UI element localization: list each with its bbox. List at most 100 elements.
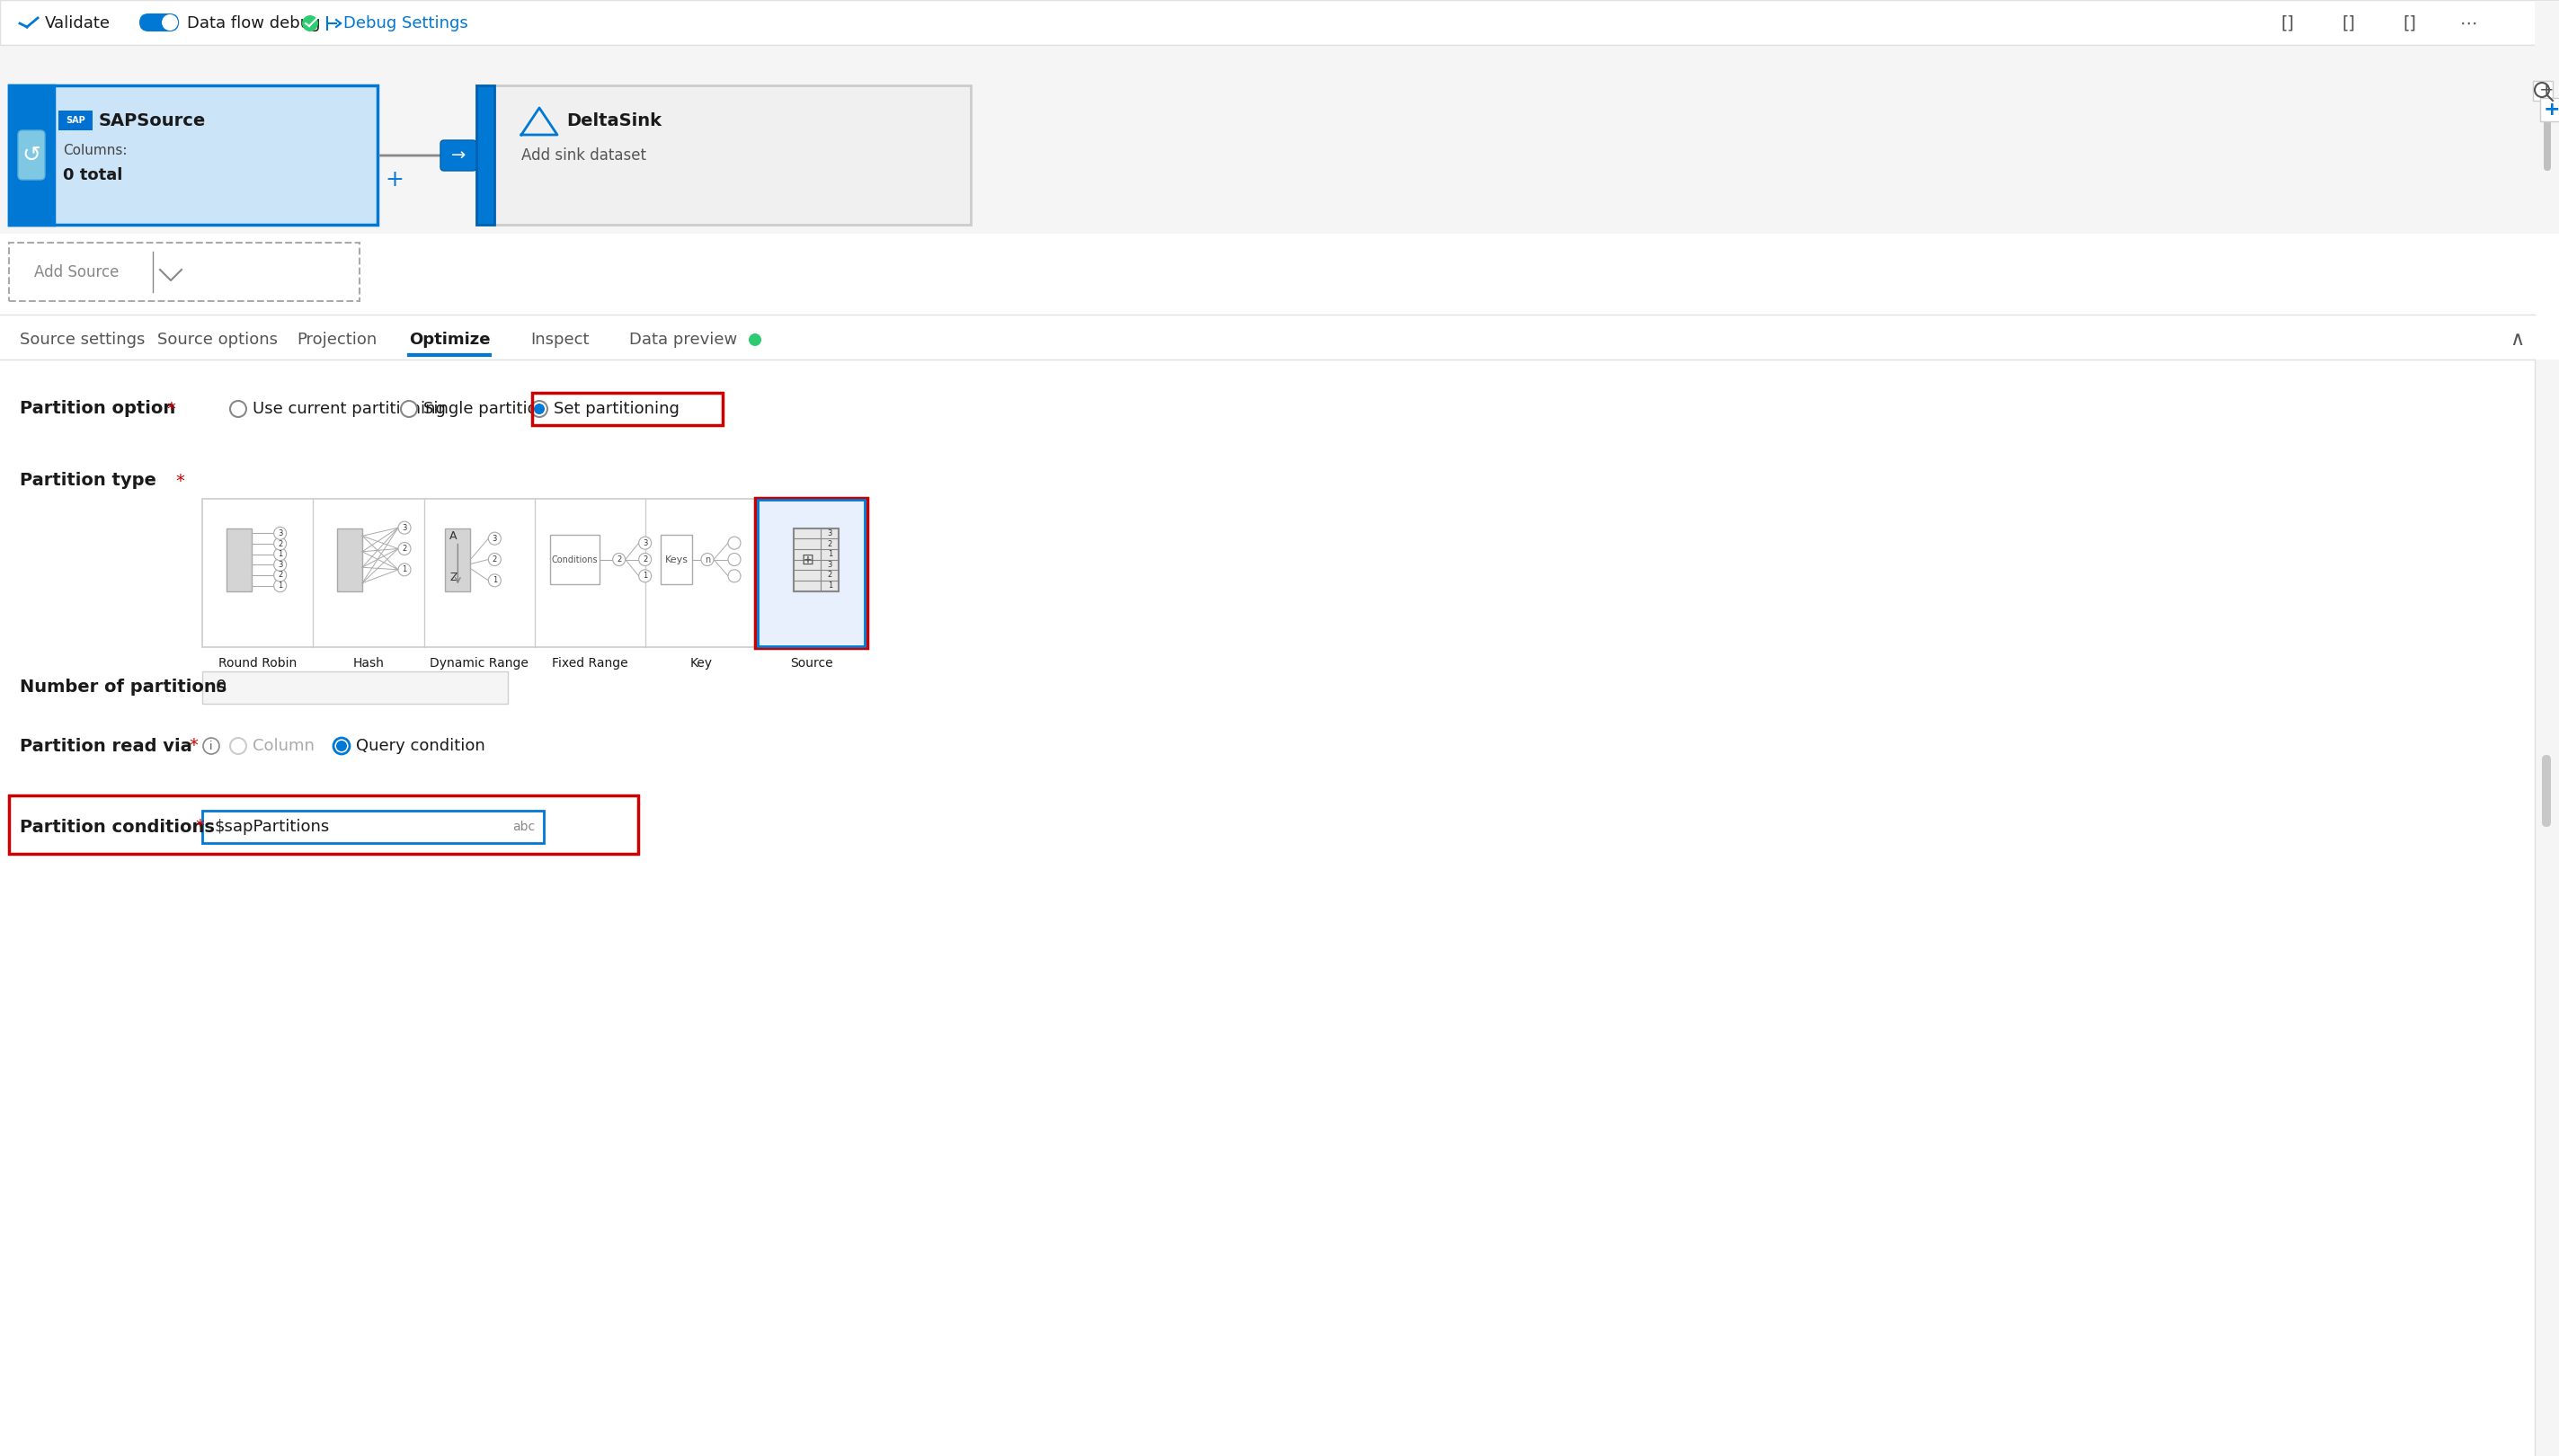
- Text: 0 total: 0 total: [64, 167, 123, 183]
- Bar: [225, 529, 251, 591]
- Bar: [2469, 16, 2487, 33]
- Text: 0: 0: [215, 678, 228, 696]
- Circle shape: [729, 537, 740, 549]
- Text: 3: 3: [827, 529, 832, 537]
- Text: n: n: [704, 555, 711, 563]
- Circle shape: [489, 553, 502, 566]
- Bar: [0, 360, 2559, 1456]
- Circle shape: [333, 738, 351, 754]
- Text: +: +: [384, 169, 404, 191]
- Circle shape: [489, 574, 502, 587]
- Text: Source settings: Source settings: [20, 332, 146, 348]
- Text: 1: 1: [827, 581, 832, 590]
- Text: A: A: [450, 530, 458, 542]
- Text: []: []: [2341, 15, 2354, 32]
- Text: ⋯: ⋯: [2459, 15, 2477, 32]
- FancyBboxPatch shape: [2541, 756, 2551, 827]
- Bar: [535, 499, 645, 646]
- Text: Round Robin: Round Robin: [218, 657, 297, 670]
- Text: 2: 2: [402, 545, 407, 553]
- Text: Set partitioning: Set partitioning: [553, 400, 678, 416]
- Text: Validate: Validate: [46, 15, 110, 32]
- Text: $sapPartitions: $sapPartitions: [215, 818, 330, 834]
- Bar: [2349, 16, 2367, 33]
- Circle shape: [640, 569, 653, 582]
- Text: Partition option: Partition option: [20, 400, 177, 418]
- Text: Keys: Keys: [665, 555, 688, 563]
- Bar: [10, 86, 379, 224]
- Text: Conditions: Conditions: [550, 555, 599, 563]
- Text: 1: 1: [827, 550, 832, 558]
- Text: 2: 2: [827, 571, 832, 579]
- Circle shape: [274, 569, 287, 581]
- Circle shape: [489, 533, 502, 545]
- Text: Optimize: Optimize: [409, 332, 491, 348]
- FancyBboxPatch shape: [2544, 116, 2551, 170]
- Circle shape: [335, 741, 348, 751]
- Circle shape: [399, 563, 412, 577]
- Text: 3: 3: [827, 561, 832, 569]
- Text: Source options: Source options: [156, 332, 279, 348]
- FancyBboxPatch shape: [138, 13, 179, 32]
- Text: 3: 3: [279, 529, 281, 537]
- Bar: [532, 393, 722, 425]
- Bar: [202, 499, 868, 646]
- Bar: [0, 0, 2559, 45]
- Bar: [2533, 82, 2554, 100]
- Bar: [202, 671, 507, 703]
- Text: Hash: Hash: [353, 657, 384, 670]
- Circle shape: [274, 579, 287, 593]
- Circle shape: [302, 15, 317, 32]
- Bar: [59, 111, 92, 131]
- Text: DeltaSink: DeltaSink: [566, 112, 663, 130]
- Bar: [660, 534, 691, 584]
- Circle shape: [640, 553, 653, 566]
- Text: i: i: [210, 740, 212, 751]
- Text: Partition conditions: Partition conditions: [20, 818, 215, 836]
- Text: Add sink dataset: Add sink dataset: [522, 147, 647, 163]
- Circle shape: [402, 400, 417, 416]
- Circle shape: [274, 527, 287, 540]
- FancyBboxPatch shape: [18, 131, 46, 179]
- Circle shape: [399, 521, 412, 534]
- Text: →: →: [450, 147, 466, 165]
- Bar: [757, 499, 865, 646]
- Text: Use current partitioning: Use current partitioning: [253, 400, 445, 416]
- Text: SAP: SAP: [67, 116, 84, 125]
- Text: *: *: [166, 400, 174, 418]
- Text: Columns:: Columns:: [64, 144, 128, 157]
- Text: Number of partitions: Number of partitions: [20, 678, 228, 696]
- Text: Fixed Range: Fixed Range: [553, 657, 630, 670]
- Text: Partition type: Partition type: [20, 472, 156, 489]
- Text: Debug Settings: Debug Settings: [343, 15, 468, 32]
- Text: 3: 3: [402, 524, 407, 531]
- Text: Data flow debug: Data flow debug: [187, 15, 320, 32]
- Bar: [2536, 1, 2559, 233]
- Bar: [0, 47, 2559, 233]
- Text: Column: Column: [253, 738, 315, 754]
- Circle shape: [532, 400, 548, 416]
- Text: Data preview: Data preview: [630, 332, 737, 348]
- Bar: [2536, 360, 2559, 1456]
- Bar: [202, 811, 545, 843]
- Text: 3: 3: [642, 539, 647, 547]
- Circle shape: [729, 569, 740, 582]
- Bar: [10, 243, 358, 301]
- Circle shape: [274, 559, 287, 571]
- Text: Inspect: Inspect: [530, 332, 589, 348]
- Bar: [757, 499, 868, 646]
- Bar: [647, 499, 755, 646]
- Text: *: *: [189, 737, 197, 754]
- Text: 1: 1: [491, 577, 496, 584]
- Circle shape: [399, 543, 412, 555]
- Text: 2: 2: [617, 555, 622, 563]
- Text: 1: 1: [279, 581, 281, 590]
- Text: Key: Key: [691, 657, 711, 670]
- Text: +: +: [2539, 82, 2554, 99]
- Text: Query condition: Query condition: [356, 738, 486, 754]
- Bar: [425, 499, 535, 646]
- Text: 1: 1: [642, 572, 647, 579]
- Text: []: []: [2403, 15, 2416, 32]
- Circle shape: [750, 333, 763, 347]
- Circle shape: [640, 537, 653, 549]
